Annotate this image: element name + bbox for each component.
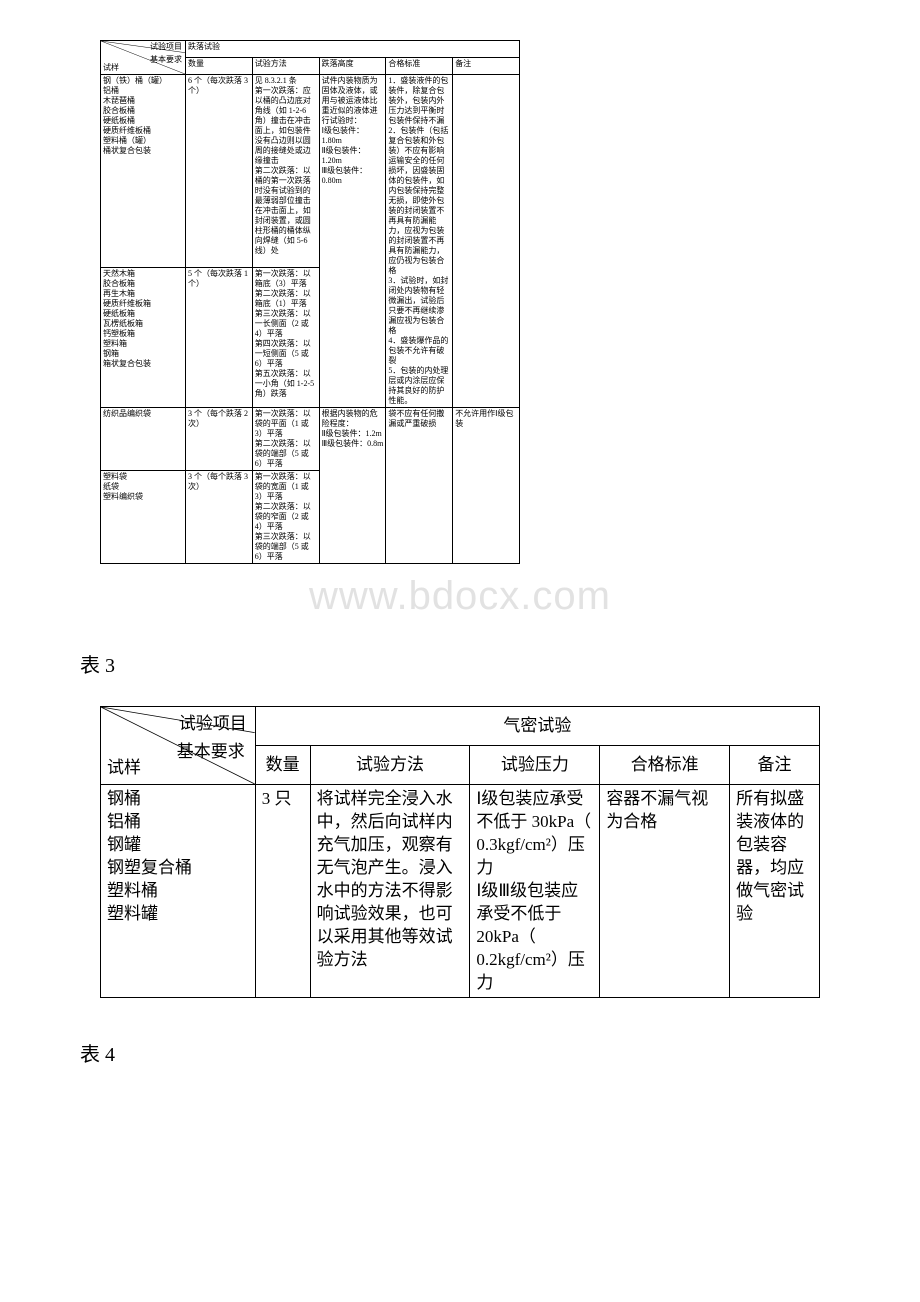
t2-r2-sample: 天然木箱胶合板箱再生木箱硬质纤维板箱硬纸板箱瓦楞纸板箱钙塑板箱塑料箱钢箱箱状复合… xyxy=(101,267,186,407)
t2-merged-top: 跌落试验 xyxy=(186,41,520,58)
table-row: 纺织品编织袋 3 个（每个跌落 2 次） 第一次跌落：以袋的平面（1 或 3）平… xyxy=(101,408,520,471)
table-row: 钢桶铝桶钢罐钢塑复合桶塑料桶塑料罐 3 只 将试样完全浸入水中，然后向试样内充气… xyxy=(101,785,820,998)
t2-col-method: 试验方法 xyxy=(252,58,319,75)
t2-r3-height: 根据内装物的危险程度：Ⅱ级包装件：1.2mⅢ级包装件：0.8m xyxy=(319,408,386,564)
t2-r4-sample: 塑料袋纸袋塑料编织袋 xyxy=(101,471,186,564)
t2-r2-qty: 5 个（每次跌落 1 个） xyxy=(186,267,253,407)
t3-r1-method: 将试样完全浸入水中，然后向试样内充气加压，观察有无气泡产生。浸入水中的方法不得影… xyxy=(310,785,470,998)
t3-col-qty: 数量 xyxy=(255,746,310,785)
t2-r1-std: 1．盛装液件的包装件，除复合包装外，包装内外压力达到平衡时包装件保持不漏2．包装… xyxy=(386,75,453,408)
t2-r1-qty: 6 个（每次跌落 3 个） xyxy=(186,75,253,268)
t2-col-std: 合格标准 xyxy=(386,58,453,75)
t3-hdr-sample: 试样 xyxy=(107,757,141,780)
t3-r1-remark: 所有拟盛装液体的包装容器，均应做气密试验 xyxy=(730,785,820,998)
t3-r1-sample: 钢桶铝桶钢罐钢塑复合桶塑料桶塑料罐 xyxy=(101,785,256,998)
t3-r1-qty: 3 只 xyxy=(255,785,310,998)
table-row: 钢（铁）桶（罐）铝桶木琵琶桶胶合板桶硬纸板桶硬质纤维板桶塑料桶（罐）桶状复合包装… xyxy=(101,75,520,268)
t3-col-method: 试验方法 xyxy=(310,746,470,785)
t2-r1-height: 试件内装物质为固体及液体，或用与被运液体比重近似的液体进行试验时：Ⅰ级包装件：1… xyxy=(319,75,386,408)
t3-r1-pressure: Ⅰ级包装应承受不低于 30kPa（ 0.3kgf/cm²）压力Ⅰ级Ⅲ级包装应承受… xyxy=(470,785,600,998)
drop-test-table: 试验项目 基本要求 试样 跌落试验 数量 试验方法 跌落高度 合格标准 备注 钢… xyxy=(100,40,520,564)
t2-r1-sample: 钢（铁）桶（罐）铝桶木琵琶桶胶合板桶硬纸板桶硬质纤维板桶塑料桶（罐）桶状复合包装 xyxy=(101,75,186,268)
airtight-test-table: 试验项目 基本要求 试样 气密试验 数量 试验方法 试验压力 合格标准 备注 钢… xyxy=(100,706,820,998)
t3-merged-top: 气密试验 xyxy=(255,707,819,746)
t2-r3-qty: 3 个（每个跌落 2 次） xyxy=(186,408,253,471)
t2-r3-std: 袋不应有任何撒漏或严重破损 xyxy=(386,408,453,564)
t2-col-qty: 数量 xyxy=(186,58,253,75)
t2-r3-method: 第一次跌落：以袋的平面（1 或 3）平落第二次跌落：以袋的端部（5 或 6）平落 xyxy=(252,408,319,471)
t2-r1-method: 见 8.3.2.1 条第一次跌落：应以桶的凸边底对角线（如 1-2-6 角）撞击… xyxy=(252,75,319,268)
t2-hdr-basic: 基本要求 xyxy=(150,55,182,65)
t3-col-std: 合格标准 xyxy=(600,746,730,785)
t2-hdr-sample: 试样 xyxy=(103,63,119,73)
t3-hdr-test-item: 试验项目 xyxy=(179,713,247,736)
t2-col-remark: 备注 xyxy=(453,58,520,75)
watermark: www.bdocx.com xyxy=(80,574,840,619)
t2-corner-header: 试验项目 基本要求 试样 xyxy=(101,41,186,75)
t3-hdr-basic: 基本要求 xyxy=(177,741,245,764)
t3-corner-header: 试验项目 基本要求 试样 xyxy=(101,707,256,785)
t3-col-pressure: 试验压力 xyxy=(470,746,600,785)
t2-r1-remark xyxy=(453,75,520,408)
t2-hdr-test-item: 试验项目 xyxy=(150,42,182,52)
t2-col-height: 跌落高度 xyxy=(319,58,386,75)
t2-r3-sample: 纺织品编织袋 xyxy=(101,408,186,471)
t2-r3-remark: 不允许用作Ⅰ级包装 xyxy=(453,408,520,564)
t3-r1-std: 容器不漏气视为合格 xyxy=(600,785,730,998)
t2-r4-qty: 3 个（每个跌落 3 次） xyxy=(186,471,253,564)
table3-caption: 表 3 xyxy=(80,649,840,678)
t3-col-remark: 备注 xyxy=(730,746,820,785)
t2-r4-method: 第一次跌落：以袋的宽面（1 或 3）平落第二次跌落：以袋的窄面（2 或 4）平落… xyxy=(252,471,319,564)
table4-caption: 表 4 xyxy=(80,1038,840,1067)
t2-r2-method: 第一次跌落：以箱底（3）平落第二次跌落：以箱底（1）平落第三次跌落：以一长侧面（… xyxy=(252,267,319,407)
